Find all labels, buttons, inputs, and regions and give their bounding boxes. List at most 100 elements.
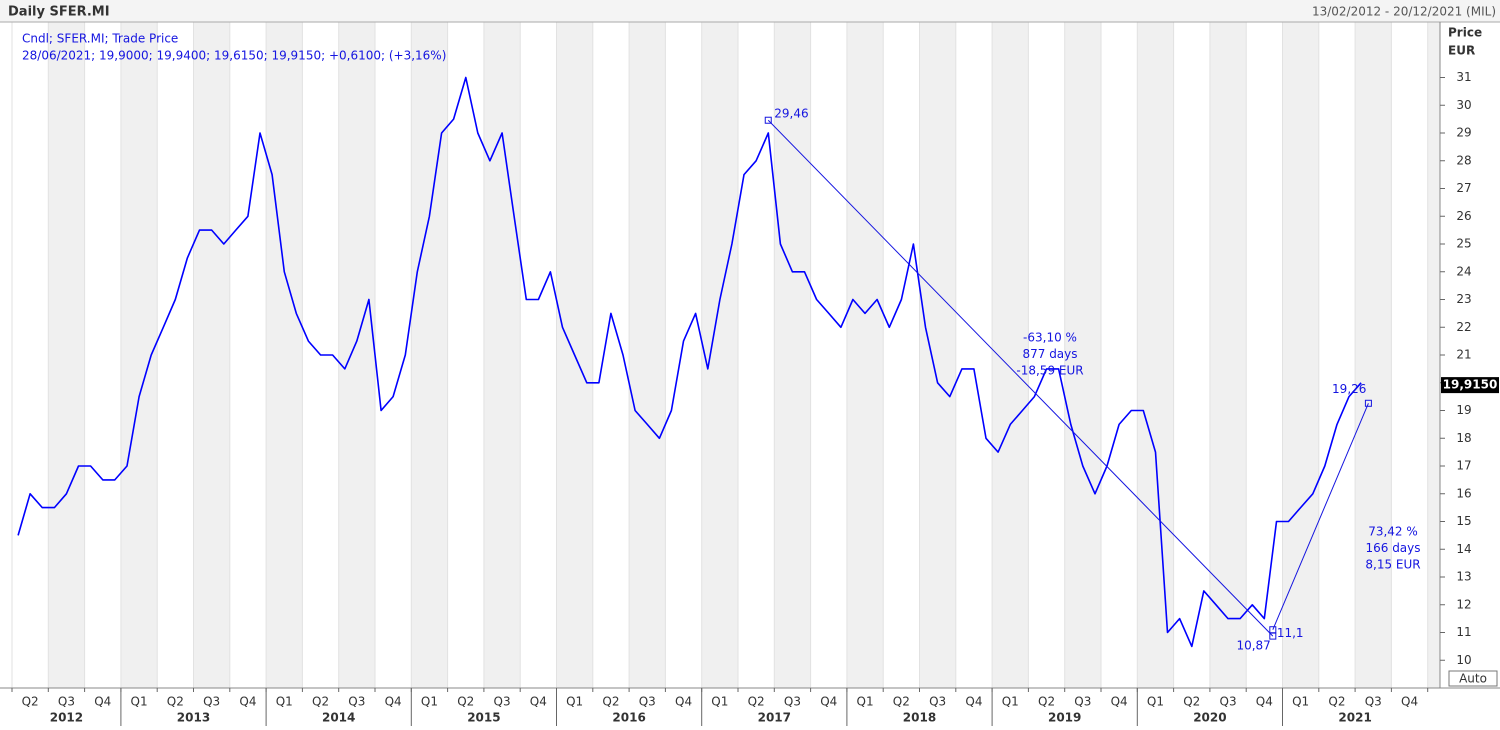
- measurement-label: -63,10 %: [1023, 331, 1077, 345]
- x-tick-label: Q1: [131, 695, 148, 709]
- quarter-stripe: [919, 22, 956, 688]
- x-tick-label: Q3: [494, 695, 511, 709]
- y-tick-label: 16: [1456, 486, 1471, 500]
- quarter-stripe: [338, 22, 375, 688]
- year-label: 2017: [758, 711, 791, 725]
- measurement-label: 8,15 EUR: [1365, 558, 1420, 572]
- x-tick-label: Q1: [276, 695, 293, 709]
- x-tick-label: Q4: [239, 695, 256, 709]
- x-tick-label: Q4: [94, 695, 111, 709]
- quarter-stripe: [1209, 22, 1247, 688]
- year-label: 2020: [1193, 711, 1226, 725]
- x-tick-label: Q2: [1183, 695, 1200, 709]
- year-label: 2016: [612, 711, 645, 725]
- x-tick-label: Q4: [965, 695, 982, 709]
- point-label: 19,26: [1332, 382, 1366, 396]
- x-tick-label: Q1: [1147, 695, 1164, 709]
- quarter-stripe: [629, 22, 666, 688]
- auto-button-box[interactable]: [1448, 670, 1498, 687]
- x-tick-label: Q3: [58, 695, 75, 709]
- chart-title: Daily SFER.MI: [8, 5, 110, 20]
- measurement-label: -18,59 EUR: [1016, 364, 1083, 378]
- quarter-stripe: [774, 22, 811, 688]
- x-tick-label: Q4: [385, 695, 402, 709]
- x-tick-label: Q1: [711, 695, 728, 709]
- y-tick-label: 13: [1456, 570, 1471, 584]
- x-tick-label: Q2: [457, 695, 474, 709]
- x-tick-label: Q4: [1401, 695, 1418, 709]
- year-label: 2019: [1048, 711, 1081, 725]
- price-line: [17, 76, 1362, 648]
- axis-title: Price: [1448, 26, 1482, 40]
- x-tick-label: Q2: [748, 695, 765, 709]
- y-tick-label: 29: [1456, 126, 1471, 140]
- trend-line: [767, 119, 1274, 637]
- x-tick-label: Q2: [167, 695, 184, 709]
- quarter-stripe: [483, 22, 521, 688]
- axis-title: EUR: [1448, 44, 1475, 58]
- last-price-box: [1441, 377, 1499, 394]
- quarter-stripe: [1282, 22, 1319, 688]
- measurement-label: 166 days: [1365, 541, 1420, 555]
- point-label: 11,1: [1277, 626, 1304, 640]
- x-tick-label: Q3: [1220, 695, 1237, 709]
- anchor-point: [1269, 626, 1277, 634]
- y-tick-label: 25: [1456, 237, 1471, 251]
- x-tick-label: Q2: [1328, 695, 1345, 709]
- measurement-label: 73,42 %: [1368, 525, 1418, 539]
- y-tick-label: 24: [1456, 264, 1471, 278]
- x-tick-label: Q2: [602, 695, 619, 709]
- auto-button-label[interactable]: Auto: [1459, 672, 1487, 686]
- y-tick-label: 23: [1456, 292, 1471, 306]
- year-label: 2021: [1338, 711, 1371, 725]
- auto-button[interactable]: Auto: [1448, 670, 1498, 687]
- quarter-stripe: [1064, 22, 1101, 688]
- legend-line: Cndl; SFER.MI; Trade Price: [22, 32, 178, 46]
- year-label: 2015: [467, 711, 500, 725]
- quarter-stripe: [1427, 22, 1440, 688]
- quarter-stripe: [411, 22, 448, 688]
- x-tick-label: Q2: [1038, 695, 1055, 709]
- y-tick-label: 21: [1456, 348, 1471, 362]
- x-tick-label: Q3: [1365, 695, 1382, 709]
- quarter-stripe: [48, 22, 85, 688]
- x-tick-label: Q4: [675, 695, 692, 709]
- x-tick-label: Q1: [1002, 695, 1019, 709]
- quarter-stripe: [701, 22, 738, 688]
- anchor-point: [1364, 399, 1372, 407]
- anchor-point: [764, 116, 772, 124]
- y-tick-label: 18: [1456, 431, 1471, 445]
- y-tick-label: 28: [1456, 153, 1471, 167]
- x-tick-label: Q1: [1292, 695, 1309, 709]
- x-tick-label: Q2: [22, 695, 39, 709]
- measurement-label: 877 days: [1022, 347, 1077, 361]
- y-tick-label: 17: [1456, 459, 1471, 473]
- x-tick-label: Q3: [639, 695, 656, 709]
- x-tick-label: Q4: [530, 695, 547, 709]
- y-tick-label: 15: [1456, 514, 1471, 528]
- legend-line: 28/06/2021; 19,9000; 19,9400; 19,6150; 1…: [22, 49, 446, 63]
- x-tick-label: Q2: [893, 695, 910, 709]
- x-tick-label: Q1: [421, 695, 438, 709]
- quarter-stripe: [846, 22, 884, 688]
- x-tick-label: Q4: [820, 695, 837, 709]
- year-label: 2012: [50, 711, 83, 725]
- point-label: 10,87: [1236, 639, 1270, 653]
- last-price-label: 19,9150: [1443, 378, 1498, 392]
- x-tick-label: Q3: [203, 695, 220, 709]
- year-label: 2013: [177, 711, 210, 725]
- x-tick-label: Q3: [1074, 695, 1091, 709]
- y-tick-label: 30: [1456, 98, 1471, 112]
- quarter-stripe: [193, 22, 230, 688]
- trend-line: [1272, 403, 1369, 630]
- year-label: 2014: [322, 711, 355, 725]
- y-tick-label: 19: [1456, 403, 1471, 417]
- point-label: 29,46: [774, 107, 808, 121]
- y-tick-label: 10: [1456, 653, 1471, 667]
- x-tick-label: Q4: [1256, 695, 1273, 709]
- date-range: 13/02/2012 - 20/12/2021 (MIL): [1312, 5, 1496, 19]
- x-tick-label: Q3: [929, 695, 946, 709]
- y-tick-label: 14: [1456, 542, 1471, 556]
